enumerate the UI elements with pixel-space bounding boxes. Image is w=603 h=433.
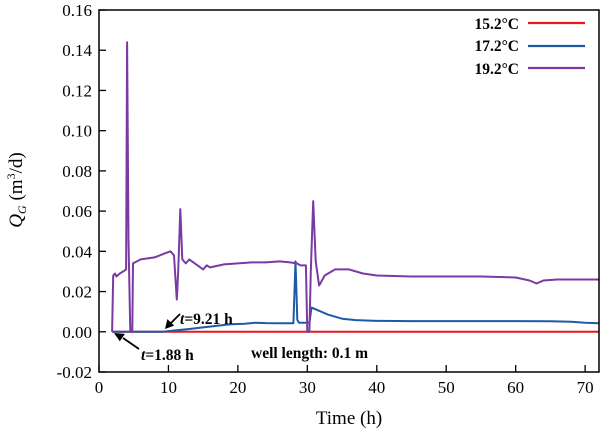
x-tick-label: 30 (299, 378, 316, 397)
axis-tick-labels: 0 10 20 30 40 50 60 70 -0.02 0.00 0.02 0.04 0.06 0.08… (57, 1, 594, 397)
y-tick-label: 0.00 (62, 323, 92, 342)
x-tick-label: 70 (577, 378, 594, 397)
y-tick-label: 0.02 (62, 283, 92, 302)
annotation-t-9-21: t=9.21 h (180, 311, 233, 328)
y-tick-label: -0.02 (57, 363, 92, 382)
arrow-t-1-88 (122, 337, 140, 350)
legend-label-15-2c: 15.2°C (474, 16, 519, 33)
plot-lines (111, 41, 600, 333)
y-tick-label: 0.14 (62, 41, 92, 60)
x-tick-label: 0 (95, 378, 104, 397)
arrowhead-t-1-88 (114, 333, 125, 342)
y-tick-label: 0.12 (62, 81, 92, 100)
legend-label-17-2c: 17.2°C (474, 38, 519, 55)
y-tick-label: 0.16 (62, 1, 92, 20)
y-tick-label: 0.08 (62, 162, 92, 181)
x-axis-title: Time (h) (316, 408, 382, 429)
x-tick-label: 60 (507, 378, 524, 397)
x-tick-label: 20 (229, 378, 246, 397)
y-tick-label: 0.10 (62, 122, 92, 141)
axis-ticks (98, 9, 586, 373)
series-line-17-2c (112, 260, 600, 333)
arrowhead-t-9-21 (165, 319, 175, 329)
series-line-19-2c (111, 41, 599, 333)
plot-frame (98, 9, 600, 373)
y-tick-label: 0.04 (62, 242, 92, 261)
arrow-t-9-21 (169, 313, 181, 325)
annotation-well-length: well length: 0.1 m (251, 345, 368, 362)
annotation-t-1-88: t=1.88 h (141, 347, 194, 364)
x-tick-label: 40 (368, 378, 385, 397)
x-tick-label: 10 (160, 378, 177, 397)
annotations: t=9.21 h t=1.88 h well length: 0.1 m (114, 311, 368, 364)
x-tick-label: 50 (438, 378, 455, 397)
y-axis-title: QG (m3/d) (4, 152, 29, 227)
legend-label-19-2c: 19.2°C (474, 61, 519, 78)
y-tick-label: 0.06 (62, 202, 92, 221)
legend: 15.2°C 17.2°C 19.2°C (474, 16, 585, 78)
